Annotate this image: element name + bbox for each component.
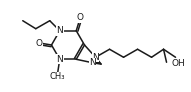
Text: N: N	[56, 26, 63, 35]
Text: O: O	[77, 13, 84, 22]
Text: CH₃: CH₃	[50, 72, 66, 81]
Text: O: O	[36, 38, 43, 47]
Text: N: N	[89, 58, 96, 67]
Text: OH: OH	[172, 59, 185, 68]
Text: N: N	[92, 53, 99, 62]
Text: N: N	[56, 55, 63, 64]
